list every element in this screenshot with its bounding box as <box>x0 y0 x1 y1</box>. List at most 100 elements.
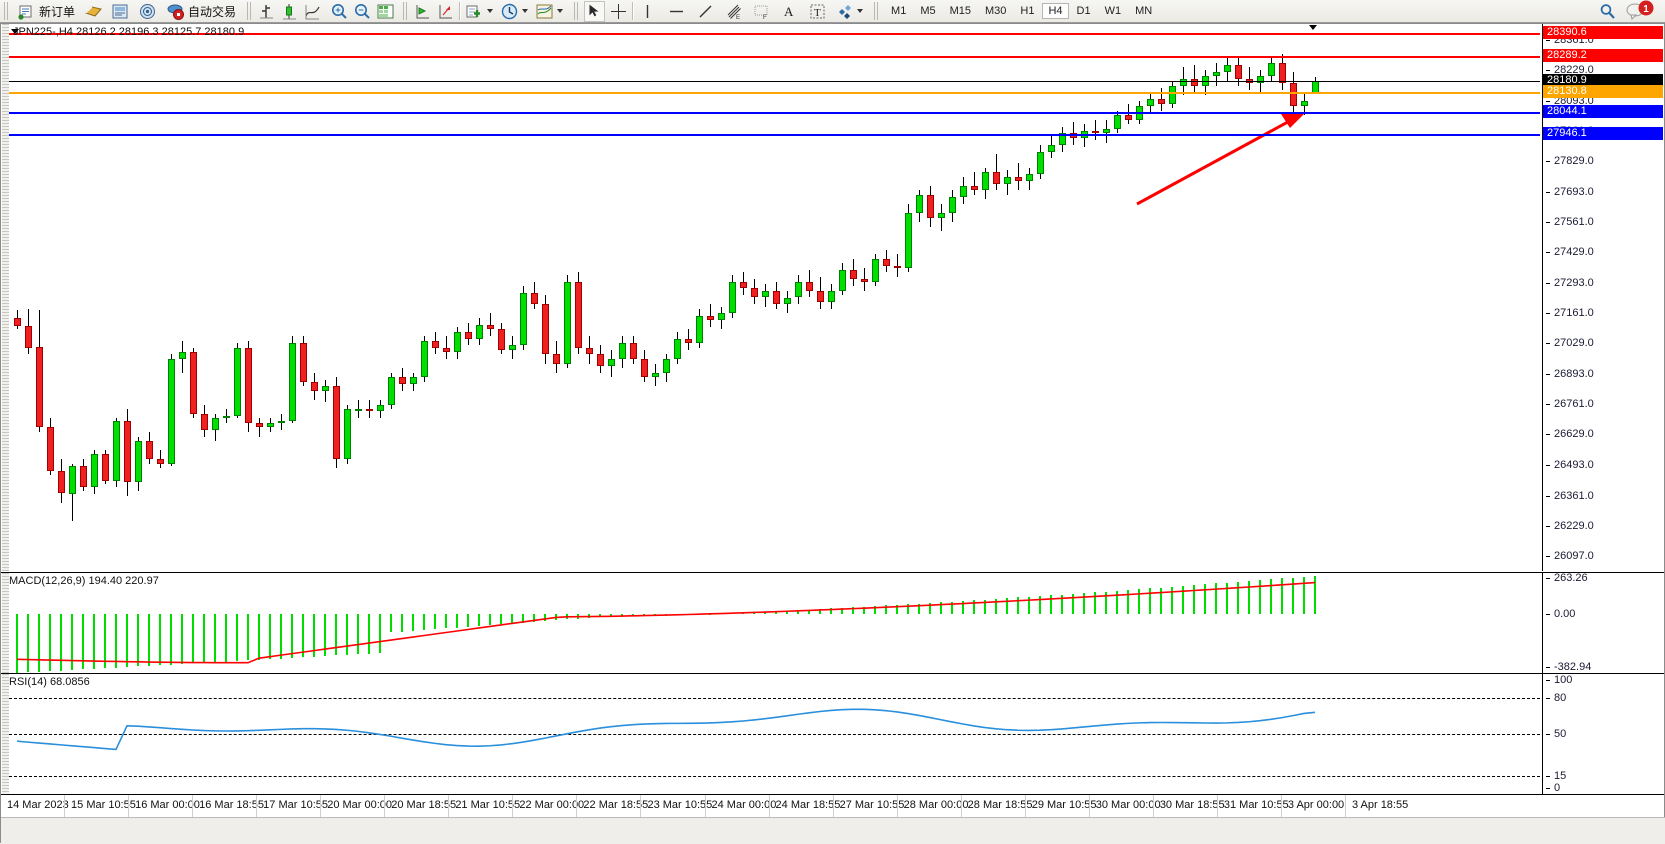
price-level-line[interactable] <box>9 80 1540 82</box>
macd-histogram-bar <box>214 614 216 663</box>
rsi-pane-grip[interactable] <box>2 674 9 794</box>
chart-shift-icon[interactable] <box>436 2 455 21</box>
chart-window[interactable]: JPN225-,H4 28126.2 28196.3 28125.7 28180… <box>0 23 1665 844</box>
trendline-icon[interactable] <box>696 2 715 21</box>
shapes-icon[interactable] <box>835 2 854 21</box>
toolbar-grip[interactable] <box>4 2 10 20</box>
equidistant-channel-icon[interactable]: F <box>752 2 771 21</box>
timeframe-h1[interactable]: H1 <box>1020 5 1035 17</box>
resistance-tag-28289[interactable]: 28289.2 <box>1543 49 1663 63</box>
time-axis-label: 22 Mar 00:00 <box>519 799 585 811</box>
macd-histogram-bar <box>1061 594 1063 615</box>
last-price-tag[interactable]: 28180.9 <box>1543 73 1663 87</box>
pane-grip[interactable] <box>2 24 9 571</box>
candle-body <box>201 413 208 430</box>
vertical-line-icon[interactable] <box>638 2 657 21</box>
signals-icon[interactable] <box>138 2 157 21</box>
price-level-line[interactable] <box>9 134 1540 137</box>
fibonacci-icon[interactable]: E <box>725 2 744 21</box>
candle-body <box>894 265 901 268</box>
macd-histogram-bar <box>16 614 18 673</box>
collapse-triangle-icon[interactable] <box>11 29 19 34</box>
candle-body <box>124 420 131 483</box>
price-level-line[interactable] <box>9 92 1540 95</box>
time-axis-separator <box>640 795 642 817</box>
bar-chart-icon[interactable] <box>257 2 276 21</box>
candle-body <box>333 386 340 460</box>
new-order-button[interactable]: 新订单 <box>14 1 78 22</box>
price-level-line[interactable] <box>9 56 1540 59</box>
candle-body <box>1015 176 1022 182</box>
search-icon[interactable] <box>1598 2 1617 21</box>
macd-histogram-bar <box>907 604 909 615</box>
notification-icon[interactable]: 1 <box>1623 0 1657 22</box>
price-level-line[interactable] <box>9 32 1540 35</box>
grid-icon[interactable] <box>376 2 395 21</box>
chart-type-grip[interactable] <box>247 2 254 20</box>
rsi-axis-line <box>1542 674 1543 794</box>
timeframe-m30[interactable]: M30 <box>985 5 1007 17</box>
timeframe-m1[interactable]: M1 <box>891 5 907 17</box>
text-icon[interactable]: A <box>779 2 798 21</box>
auto-scroll-icon[interactable] <box>413 2 432 21</box>
zoom-out-icon[interactable] <box>353 2 372 21</box>
chart-collapse-icon[interactable] <box>1309 25 1317 30</box>
candle-body <box>69 466 76 494</box>
price-plot-area[interactable] <box>9 24 1540 571</box>
toolbar-separator-1 <box>459 2 462 20</box>
rsi-axis-tick: 100 <box>1546 674 1664 686</box>
timeframe-h4[interactable]: H4 <box>1042 3 1069 19</box>
data-window-icon[interactable] <box>111 2 130 21</box>
rsi-pane[interactable]: RSI(14) 68.0856 100 80 50 15 0 <box>1 673 1664 794</box>
period-icon[interactable] <box>500 2 519 21</box>
zoom-in-icon[interactable] <box>330 2 349 21</box>
support-tag-27946[interactable]: 27946.1 <box>1543 127 1663 141</box>
level-tag-28130[interactable]: 28130.8 <box>1543 85 1663 99</box>
candle-body <box>916 194 923 214</box>
price-pane[interactable]: JPN225-,H4 28126.2 28196.3 28125.7 28180… <box>1 24 1664 571</box>
timeframe-grip[interactable] <box>874 2 881 20</box>
crosshair-icon[interactable] <box>609 2 628 21</box>
time-axis-separator <box>704 795 706 817</box>
macd-histogram-bar <box>126 614 128 667</box>
price-level-line[interactable] <box>9 111 1540 114</box>
macd-histogram-bar <box>522 614 524 623</box>
cursor-icon[interactable] <box>584 0 606 22</box>
timeframe-m5[interactable]: M5 <box>920 5 936 17</box>
shapes-dropdown-caret[interactable] <box>857 9 864 13</box>
candle-body <box>586 347 593 355</box>
macd-histogram-bar <box>93 614 95 669</box>
templates-dropdown-caret[interactable] <box>557 9 564 13</box>
support-tag-28044[interactable]: 28044.1 <box>1543 104 1663 118</box>
history-icon[interactable] <box>84 2 103 21</box>
rsi-plot-area[interactable] <box>9 674 1540 794</box>
shift-grip[interactable] <box>403 2 410 20</box>
indicators-icon[interactable] <box>465 2 484 21</box>
indicators-dropdown-caret[interactable] <box>487 9 494 13</box>
timeframe-mn[interactable]: MN <box>1135 5 1153 17</box>
macd-pane[interactable]: MACD(12,26,9) 194.40 220.97 263.26 0.00 -3… <box>1 572 1664 673</box>
line-chart-icon[interactable] <box>303 2 322 21</box>
time-axis[interactable]: 14 Mar 2023 15 Mar 10:55 16 Mar 00:00 16 Ma… <box>1 794 1664 817</box>
candle-body <box>883 258 890 266</box>
timeframe-w1[interactable]: W1 <box>1104 5 1122 17</box>
candle-body <box>1191 78 1198 86</box>
macd-plot-area[interactable] <box>9 573 1540 673</box>
period-dropdown-caret[interactable] <box>522 9 529 13</box>
drawing-grip[interactable] <box>574 2 581 20</box>
auto-trading-button[interactable]: 自动交易 <box>163 1 239 22</box>
templates-icon[interactable] <box>535 2 554 21</box>
timeframe-m15[interactable]: M15 <box>949 5 971 17</box>
macd-pane-grip[interactable] <box>2 573 9 673</box>
price-axis-tick: 27693.0 <box>1546 186 1664 198</box>
candle-body <box>256 422 263 428</box>
resistance-tag-28390[interactable]: 28390.6 <box>1543 25 1663 39</box>
toolbar-separator-2 <box>632 2 635 20</box>
timeframe-d1[interactable]: D1 <box>1076 5 1091 17</box>
text-label-icon[interactable]: T <box>808 2 827 21</box>
candlestick-chart-icon[interactable] <box>280 2 299 21</box>
candle-body <box>1092 131 1099 134</box>
candle-body <box>1279 62 1286 84</box>
candle-body <box>751 288 758 298</box>
horizontal-line-icon[interactable] <box>667 2 686 21</box>
